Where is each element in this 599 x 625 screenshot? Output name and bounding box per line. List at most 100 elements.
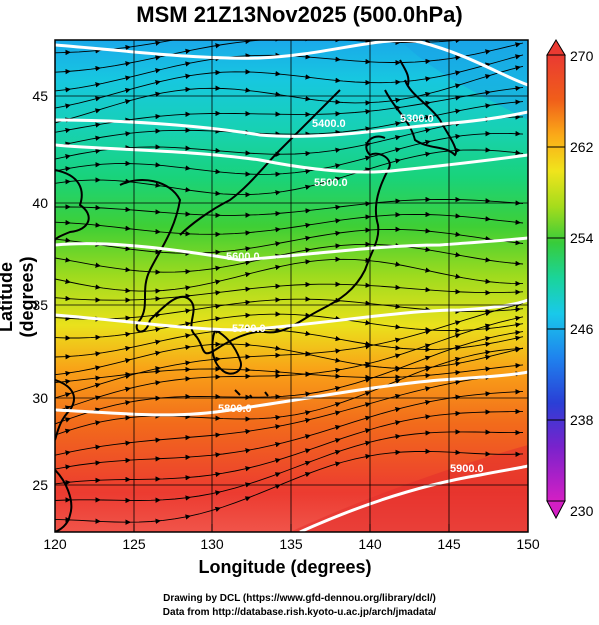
streamline [55,213,524,235]
streamline-arrow [65,154,71,160]
streamline-arrow [364,155,371,161]
credit-drawing: Drawing by DCL (https://www.gfd-dennou.o… [163,593,436,604]
streamline-arrow [425,76,431,82]
streamline-arrow [365,126,371,132]
colorbar-tick-label: 262 [570,139,594,155]
streamline-arrow [484,311,491,317]
streamline [55,328,524,358]
streamline-arrow [454,333,461,339]
streamline-arrow [395,97,401,104]
streamline-arrow [335,147,341,153]
streamline-arrow [64,392,71,398]
streamline-arrow [487,36,490,37]
streamline-arrow [64,405,71,411]
streamline-arrow [334,402,341,408]
streamline-arrow [424,91,431,98]
streamline-arrow [217,32,220,33]
x-tick-marks [54,524,529,532]
streamline-arrow [515,315,521,322]
contour-label-5300: 5300.0 [400,113,434,125]
streamline [55,40,176,54]
streamline-arrow [185,48,191,55]
streamline-arrow [275,241,281,247]
streamline-arrow [65,127,71,134]
map-title: MSM 21Z13Nov2025 (500.0hPa) [136,2,463,27]
streamline-arrow [214,279,221,285]
streamline-arrow [215,471,221,478]
streamline-arrow [334,425,341,431]
streamline-arrow [185,514,191,520]
streamline-arrow [334,461,341,467]
streamline-arrow [185,333,191,339]
streamline [55,331,524,425]
streamline [55,40,464,73]
streamline-arrow [305,168,311,175]
streamline-arrow [364,167,371,173]
streamline [55,316,524,413]
contour-label-5500: 5500.0 [314,177,348,189]
colorbar-tick-label: 270 [570,48,594,64]
streamline-arrow [424,343,431,349]
y-tick-label: 25 [32,477,48,493]
streamline-arrow [95,365,101,371]
streamline-arrow [515,65,521,71]
y-tick-label: 35 [32,297,48,313]
streamline-arrow [514,54,521,60]
streamline-arrow [365,453,371,460]
credit-data: Data from http://database.rish.kyoto-u.a… [162,607,437,618]
streamline-arrow [517,15,520,16]
y-tick-label: 30 [32,390,48,406]
streamline [55,283,524,301]
streamline-arrow [364,402,371,408]
streamline-arrow [95,262,101,268]
streamline-arrow [185,40,191,41]
streamline-arrow [125,400,131,406]
streamline-arrow [95,148,101,154]
streamline [55,258,524,292]
streamline [55,302,524,399]
streamline-arrow [94,395,101,401]
streamline-arrow [485,341,491,347]
streamline-arrow [304,434,311,440]
streamline-arrow [394,353,401,359]
streamline-arrow [275,345,281,351]
streamline-arrow [424,366,431,372]
streamlines [55,15,524,525]
streamline-arrow [124,99,131,105]
streamline-arrow [155,339,161,345]
streamline-arrow [454,356,461,363]
streamline-arrow [394,367,401,373]
streamline [55,431,524,501]
streamline-arrow [185,308,191,314]
streamline-arrow [155,350,161,356]
streamline-arrow [65,370,71,377]
streamline-arrow [485,336,491,342]
streamline-arrow [484,62,491,68]
streamline-arrow [394,147,401,153]
streamline-arrow [425,151,431,157]
y-tick-label: 45 [32,88,48,104]
streamline-arrow [95,420,101,426]
streamline-arrow [305,417,311,424]
streamline-arrow [335,163,341,169]
streamline [55,101,524,147]
streamline-arrow [424,355,431,361]
graticule [55,40,528,532]
streamline-arrow [425,100,431,106]
streamline-arrow [305,235,311,242]
x-tick-label: 130 [200,536,224,552]
streamline-arrow [65,141,71,147]
streamline-arrow [335,367,341,374]
streamline-arrow [65,257,71,263]
streamline-arrow [334,386,341,392]
streamline-arrow [484,323,491,329]
streamline-arrow [94,407,101,413]
colorbar-tick-label: 246 [570,321,594,337]
streamline-arrow [305,247,311,253]
streamline [55,410,524,485]
streamline-arrow [245,448,251,454]
streamline-arrow [155,55,161,61]
streamline-arrow [485,354,491,361]
streamline-arrow [455,273,461,279]
